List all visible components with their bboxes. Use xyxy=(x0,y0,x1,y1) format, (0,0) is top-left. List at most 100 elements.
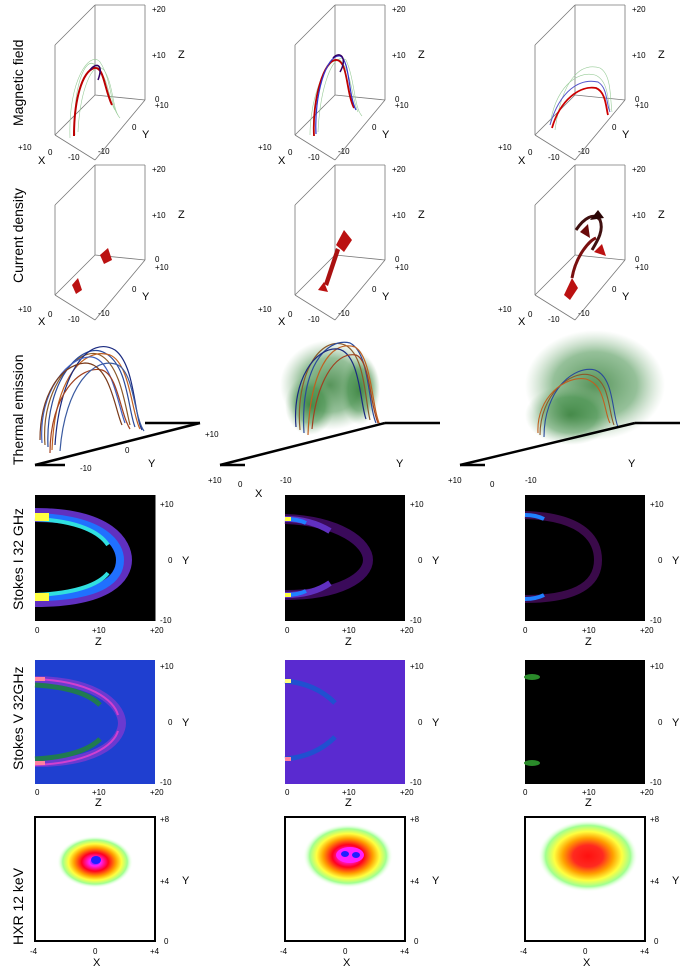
y-tick-0: 0 xyxy=(658,718,663,727)
x-axis-label: X xyxy=(343,957,351,968)
y-tick-neg10: -10 xyxy=(338,309,350,318)
y-tick-neg10: -10 xyxy=(578,309,590,318)
y-tick-4: +4 xyxy=(410,877,420,886)
z-tick-10: +10 xyxy=(92,788,106,797)
y-tick-0: 0 xyxy=(168,556,173,565)
x-axis-label: X xyxy=(255,488,263,500)
y-tick-neg10: -10 xyxy=(410,616,422,625)
stokes-v-panel-2: +10 0 -10 Y 0 +10 +20 Z xyxy=(280,655,450,809)
x-tick-0: 0 xyxy=(48,148,53,157)
z-axis-label: Z xyxy=(95,636,102,648)
y-axis-label: Y xyxy=(672,717,680,729)
z-tick-20: +20 xyxy=(150,788,164,797)
current-density-panel-3: +20 +10 0 Z +10 0 -10 Y +10 0 -10 X xyxy=(480,160,689,328)
x-tick-0: 0 xyxy=(528,310,533,319)
y-tick-0: 0 xyxy=(658,556,663,565)
current-density-panel-1: +20 +10 0 Z +10 0 -10 Y +10 0 -10 X xyxy=(0,160,230,328)
z-tick-20: +20 xyxy=(632,165,646,174)
y-tick-0: 0 xyxy=(418,556,423,565)
x-tick-4: +4 xyxy=(640,947,650,956)
y-tick-neg10: -10 xyxy=(160,778,172,787)
magnetic-field-panel-3 xyxy=(480,0,689,165)
y-tick-10: +10 xyxy=(160,662,174,671)
row-label-hxr: HXR 12 keV xyxy=(10,867,26,945)
z-tick-20: +20 xyxy=(400,788,414,797)
x-tick-4: +4 xyxy=(150,947,160,956)
y-tick-0: 0 xyxy=(414,937,419,946)
y-axis-label: Y xyxy=(432,875,440,887)
x-axis-label: X xyxy=(518,316,526,328)
y-axis-label: Y xyxy=(628,458,636,470)
box3d-axes-row1-col3: +20 +10 0 Z +10 0 -10 Y +10 0 -10 X xyxy=(480,0,689,167)
z-tick-0: 0 xyxy=(35,626,40,635)
x-tick-0: 0 xyxy=(238,480,243,489)
stokes-i-panel-1: +10 0 -10 Y 0 +10 +20 Z xyxy=(30,495,200,648)
y-axis-label: Y xyxy=(182,555,190,567)
x-tick-0: 0 xyxy=(48,310,53,319)
x-tick-0: 0 xyxy=(528,148,533,157)
y-tick-0: 0 xyxy=(125,446,130,455)
y-tick-0: 0 xyxy=(168,718,173,727)
x-tick-neg4: -4 xyxy=(520,947,528,956)
x-axis-label: X xyxy=(93,957,101,968)
y-tick-0: 0 xyxy=(132,285,137,294)
z-tick-10: +10 xyxy=(632,211,646,220)
y-tick-8: +8 xyxy=(160,815,170,824)
z-axis-label: Z xyxy=(178,49,185,61)
y-tick-10: +10 xyxy=(635,263,649,272)
hxr-panel-2: +8 +4 0 Y -4 0 +4 X xyxy=(280,812,450,968)
magnetic-field-panel-2 xyxy=(240,0,470,165)
z-tick-20: +20 xyxy=(632,5,646,14)
y-tick-10: +10 xyxy=(155,263,169,272)
box3d-axes-row1-col2: +20 +10 0 Z +10 0 -10 Y +10 0 -10 X xyxy=(240,0,470,167)
x-axis-label: X xyxy=(583,957,591,968)
z-axis-label: Z xyxy=(178,209,185,221)
x-tick-10: +10 xyxy=(18,143,32,152)
x-tick-neg10: -10 xyxy=(68,315,80,324)
z-axis-label: Z xyxy=(658,209,665,221)
x-tick-0: 0 xyxy=(288,310,293,319)
x-tick-neg10: -10 xyxy=(280,476,292,485)
z-tick-10: +10 xyxy=(582,788,596,797)
z-tick-10: +10 xyxy=(342,626,356,635)
z-tick-20: +20 xyxy=(400,626,414,635)
y-tick-10: +10 xyxy=(395,101,409,110)
z-axis-label: Z xyxy=(418,209,425,221)
stokes-i-panel-3: +10 0 -10 Y 0 +10 +20 Z xyxy=(520,495,689,648)
y-tick-8: +8 xyxy=(410,815,420,824)
z-tick-0: 0 xyxy=(523,626,528,635)
y-tick-neg10: -10 xyxy=(410,778,422,787)
z-tick-0: 0 xyxy=(395,255,400,264)
thermal-emission-panel-3: +10 0 -10 Y xyxy=(440,325,689,500)
y-axis-label: Y xyxy=(622,291,630,303)
x-tick-0: 0 xyxy=(583,947,588,956)
z-tick-0: 0 xyxy=(285,626,290,635)
y-tick-0: 0 xyxy=(372,123,377,132)
y-tick-10: +10 xyxy=(205,430,219,439)
y-tick-10: +10 xyxy=(650,662,664,671)
y-axis-label: Y xyxy=(382,129,390,141)
hxr-panel-1: +8 +4 0 Y -4 0 +4 X xyxy=(30,812,200,968)
z-tick-20: +20 xyxy=(392,5,406,14)
z-tick-0: 0 xyxy=(635,255,640,264)
x-tick-neg4: -4 xyxy=(280,947,288,956)
y-tick-neg10: -10 xyxy=(98,309,110,318)
z-tick-20: +20 xyxy=(640,788,654,797)
x-axis-label: X xyxy=(278,155,286,167)
y-tick-neg10: -10 xyxy=(650,778,662,787)
x-tick-neg10: -10 xyxy=(548,153,560,162)
stokes-i-panel-2: +10 0 -10 Y 0 +10 +20 Z xyxy=(280,495,450,648)
z-tick-0: 0 xyxy=(285,788,290,797)
x-tick-neg4: -4 xyxy=(30,947,38,956)
y-axis-label: Y xyxy=(622,129,630,141)
stokes-v-panel-1: +10 0 -10 Y 0 +10 +20 Z xyxy=(30,655,200,809)
z-tick-0: 0 xyxy=(395,95,400,104)
box3d-frame xyxy=(294,4,386,161)
box3d-frame xyxy=(534,4,626,161)
x-tick-0: 0 xyxy=(343,947,348,956)
z-tick-10: +10 xyxy=(582,626,596,635)
x-tick-10: +10 xyxy=(498,305,512,314)
thermal-emission-panel-1: +10 0 -10 Y xyxy=(0,325,240,495)
hxr-panel-3: +8 +4 0 Y -4 0 +4 X xyxy=(520,812,689,968)
z-axis-label: Z xyxy=(418,49,425,61)
